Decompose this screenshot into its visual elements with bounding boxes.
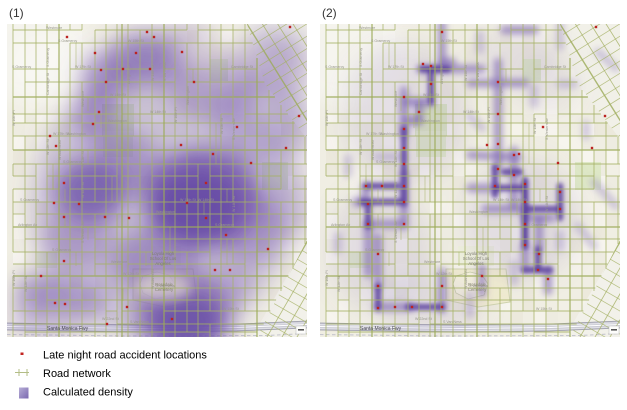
svg-text:Late night road accident locat: Late night road accident locations — [43, 350, 207, 362]
svg-text:(1): (1) — [9, 6, 24, 20]
svg-text:Road network: Road network — [43, 368, 111, 380]
svg-text:(2): (2) — [322, 6, 337, 20]
svg-text:Calculated density: Calculated density — [43, 387, 133, 399]
